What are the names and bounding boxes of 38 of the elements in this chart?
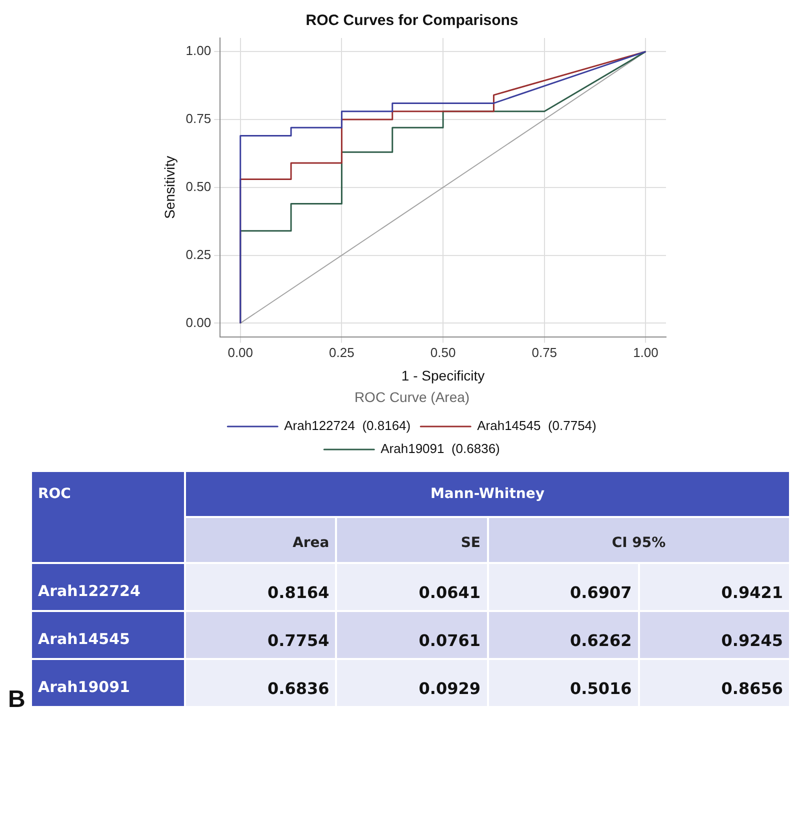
x-tick-label: 1.00	[633, 345, 658, 360]
y-tick-label: 0.00	[186, 314, 212, 330]
text: Arah122724	[31, 563, 185, 611]
text: 0.5016	[488, 659, 639, 707]
chart-title: ROC Curves for Comparisons	[306, 12, 518, 30]
legend-title: ROC Curve (Area)	[354, 389, 470, 406]
text: ROC	[31, 471, 185, 563]
text: 0.6262	[488, 611, 639, 659]
y-tick-label: 0.50	[186, 178, 212, 194]
text: 0.8164	[185, 563, 336, 611]
text: Area	[185, 517, 336, 563]
text: Mann-Whitney	[185, 471, 790, 517]
text: Arah19091	[31, 659, 185, 707]
text: CI 95%	[488, 517, 790, 563]
text: 0.0641	[336, 563, 488, 611]
x-tick-label: 0.50	[430, 345, 456, 360]
x-axis-title: 1 - Specificity	[401, 368, 485, 384]
legend-label: Arah14545 (0.7754)	[477, 418, 596, 434]
y-tick-label: 0.25	[186, 246, 212, 262]
legend-label: Arah19091 (0.6836)	[380, 441, 500, 456]
text: 0.9421	[638, 563, 790, 611]
text: 0.0929	[336, 659, 488, 707]
x-tick-label: 0.25	[329, 345, 354, 360]
y-tick-label: 0.75	[186, 111, 212, 126]
text: 0.8656	[638, 659, 790, 707]
legend-label: Arah122724 (0.8164)	[284, 418, 411, 434]
x-tick-label: 0.75	[532, 345, 558, 360]
text: Arah14545	[31, 611, 185, 659]
text: SE	[336, 517, 488, 563]
text: 0.6907	[488, 563, 639, 611]
x-tick-label: 0.00	[228, 345, 254, 360]
text: 0.0761	[336, 611, 488, 659]
text: B	[8, 686, 26, 714]
text: 0.9245	[638, 611, 790, 659]
y-tick-label: 1.00	[186, 43, 212, 58]
text: 0.6836	[185, 659, 336, 707]
text: 0.7754	[185, 611, 336, 659]
y-axis-title: Sensitivity	[161, 156, 178, 219]
